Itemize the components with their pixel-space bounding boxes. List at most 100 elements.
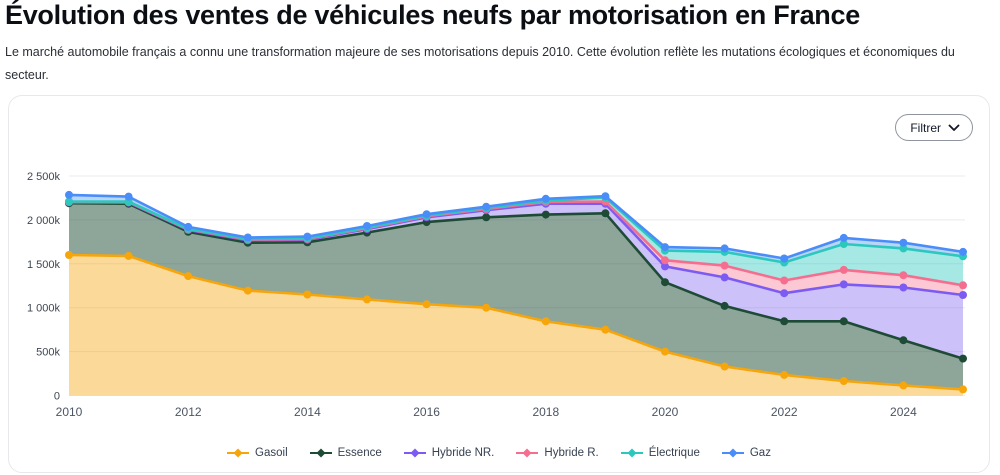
x-tick-2012: 2012 bbox=[175, 405, 202, 419]
filter-button[interactable]: Filtrer bbox=[895, 114, 973, 141]
point-gasoil-2010[interactable] bbox=[65, 251, 73, 259]
legend-label-essence: Essence bbox=[337, 447, 382, 459]
point-hybride-nr-2025[interactable] bbox=[959, 291, 967, 299]
point-hybride-r-2023[interactable] bbox=[839, 265, 848, 274]
point-gaz-2011[interactable] bbox=[124, 192, 133, 201]
point-gasoil-2017[interactable] bbox=[482, 303, 491, 312]
point-gasoil-2018[interactable] bbox=[541, 317, 550, 326]
point-gasoil-2013[interactable] bbox=[243, 286, 252, 295]
point-gasoil-2020[interactable] bbox=[661, 347, 669, 356]
line-gasoil bbox=[67, 253, 965, 391]
point-gasoil-2011[interactable] bbox=[124, 251, 133, 260]
area-electrique bbox=[69, 197, 963, 286]
chart-legend: Gasoil Essence Hybride NR. Hybride R. Électr… bbox=[9, 444, 989, 462]
point-gaz-2023[interactable] bbox=[839, 233, 848, 242]
point-electrique-2023[interactable] bbox=[839, 240, 848, 248]
point-gaz-2012[interactable] bbox=[184, 222, 193, 231]
point-essence-2021[interactable] bbox=[720, 301, 729, 310]
legend-marker-electrique-icon bbox=[620, 448, 643, 458]
point-gasoil-2015[interactable] bbox=[363, 295, 371, 304]
stacked-area-chart: 0 500k 1 000k 1 500k 2 000k 2 500k 2010 2012 201… bbox=[27, 171, 967, 419]
legend-marker-hybride-r-icon bbox=[516, 448, 539, 458]
line-essence bbox=[67, 201, 965, 360]
point-essence-2019[interactable] bbox=[601, 209, 610, 218]
point-gasoil-2022[interactable] bbox=[780, 370, 789, 379]
point-gasoil-2024[interactable] bbox=[899, 381, 908, 390]
filter-button-label: Filtrer bbox=[910, 120, 941, 135]
point-essence-2025[interactable] bbox=[959, 354, 967, 363]
point-essence-2023[interactable] bbox=[839, 317, 848, 326]
chart-card: 0 500k 1 000k 1 500k 2 000k 2 500k 2010 2012 201… bbox=[8, 95, 990, 473]
point-gaz-2013[interactable] bbox=[243, 233, 252, 242]
legend-marker-gasoil-icon bbox=[227, 448, 250, 458]
page-title: Évolution des ventes de véhicules neufs … bbox=[5, 0, 860, 30]
legend-marker-hybride-nr-icon bbox=[403, 448, 426, 458]
point-essence-2017[interactable] bbox=[482, 213, 491, 222]
line-electrique bbox=[67, 196, 965, 264]
point-essence-2022[interactable] bbox=[780, 317, 789, 326]
point-hybride-nr-2023[interactable] bbox=[839, 280, 848, 289]
point-gasoil-2019[interactable] bbox=[601, 325, 610, 334]
x-tick-2014: 2014 bbox=[294, 405, 321, 419]
legend-item-hybride-r[interactable]: Hybride R. bbox=[516, 447, 599, 459]
chevron-down-icon bbox=[948, 124, 960, 132]
point-gaz-2024[interactable] bbox=[899, 238, 908, 247]
point-gasoil-2021[interactable] bbox=[720, 362, 729, 371]
x-tick-2018: 2018 bbox=[532, 405, 559, 419]
point-electrique-2010[interactable] bbox=[65, 197, 73, 206]
x-tick-2022: 2022 bbox=[771, 405, 798, 419]
legend-item-electrique[interactable]: Électrique bbox=[620, 447, 700, 459]
point-hybride-r-2024[interactable] bbox=[899, 271, 908, 280]
x-tick-2010: 2010 bbox=[56, 405, 83, 419]
y-tick-2000k: 2 000k bbox=[27, 215, 61, 227]
point-gasoil-2014[interactable] bbox=[303, 290, 312, 299]
y-tick-1500k: 1 500k bbox=[27, 259, 61, 271]
y-tick-2500k: 2 500k bbox=[27, 171, 61, 183]
point-gaz-2017[interactable] bbox=[482, 202, 491, 211]
point-gaz-2021[interactable] bbox=[720, 244, 729, 253]
point-hybride-r-2022[interactable] bbox=[780, 276, 789, 285]
point-hybride-nr-2021[interactable] bbox=[720, 273, 729, 282]
legend-item-gaz[interactable]: Gaz bbox=[721, 447, 771, 459]
point-gaz-2025[interactable] bbox=[959, 247, 967, 256]
legend-label-electrique: Électrique bbox=[648, 447, 700, 459]
point-gaz-2015[interactable] bbox=[363, 222, 371, 230]
point-essence-2020[interactable] bbox=[661, 278, 669, 287]
point-gaz-2014[interactable] bbox=[303, 232, 312, 241]
x-tick-2016: 2016 bbox=[413, 405, 440, 419]
point-gaz-2018[interactable] bbox=[541, 194, 550, 203]
point-hybride-r-2020[interactable] bbox=[661, 256, 669, 265]
point-gaz-2016[interactable] bbox=[422, 210, 431, 219]
point-gaz-2010[interactable] bbox=[65, 190, 73, 199]
point-hybride-r-2025[interactable] bbox=[959, 281, 967, 290]
line-gaz bbox=[67, 193, 965, 260]
point-essence-2018[interactable] bbox=[541, 210, 550, 219]
point-hybride-nr-2022[interactable] bbox=[780, 289, 789, 298]
legend-item-gasoil[interactable]: Gasoil bbox=[227, 447, 288, 459]
point-hybride-nr-2024[interactable] bbox=[899, 283, 908, 292]
page-subtitle: Le marché automobile français a connu un… bbox=[5, 45, 955, 82]
legend-marker-essence-icon bbox=[309, 448, 332, 458]
y-tick-0k: 0 bbox=[54, 391, 60, 403]
point-gaz-2022[interactable] bbox=[780, 254, 789, 263]
point-gasoil-2025[interactable] bbox=[959, 385, 967, 394]
point-essence-2024[interactable] bbox=[899, 336, 908, 345]
point-hybride-nr-2020[interactable] bbox=[661, 262, 669, 271]
legend-label-hybride-r: Hybride R. bbox=[544, 447, 599, 459]
legend-label-hybride-nr: Hybride NR. bbox=[431, 447, 495, 459]
y-tick-500k: 500k bbox=[36, 347, 60, 359]
point-gasoil-2023[interactable] bbox=[839, 377, 848, 385]
point-gasoil-2012[interactable] bbox=[184, 272, 193, 281]
area-essence bbox=[69, 203, 963, 390]
legend-label-gasoil: Gasoil bbox=[255, 447, 288, 459]
point-gaz-2020[interactable] bbox=[661, 243, 669, 252]
point-gasoil-2016[interactable] bbox=[422, 300, 431, 309]
point-electrique-2024[interactable] bbox=[899, 244, 908, 253]
legend-marker-gaz-icon bbox=[721, 448, 744, 458]
x-tick-2020: 2020 bbox=[652, 405, 679, 419]
legend-item-hybride-nr[interactable]: Hybride NR. bbox=[403, 447, 495, 459]
point-hybride-r-2021[interactable] bbox=[720, 261, 729, 270]
legend-item-essence[interactable]: Essence bbox=[309, 447, 382, 459]
x-tick-2024: 2024 bbox=[890, 405, 917, 419]
point-gaz-2019[interactable] bbox=[601, 192, 610, 201]
